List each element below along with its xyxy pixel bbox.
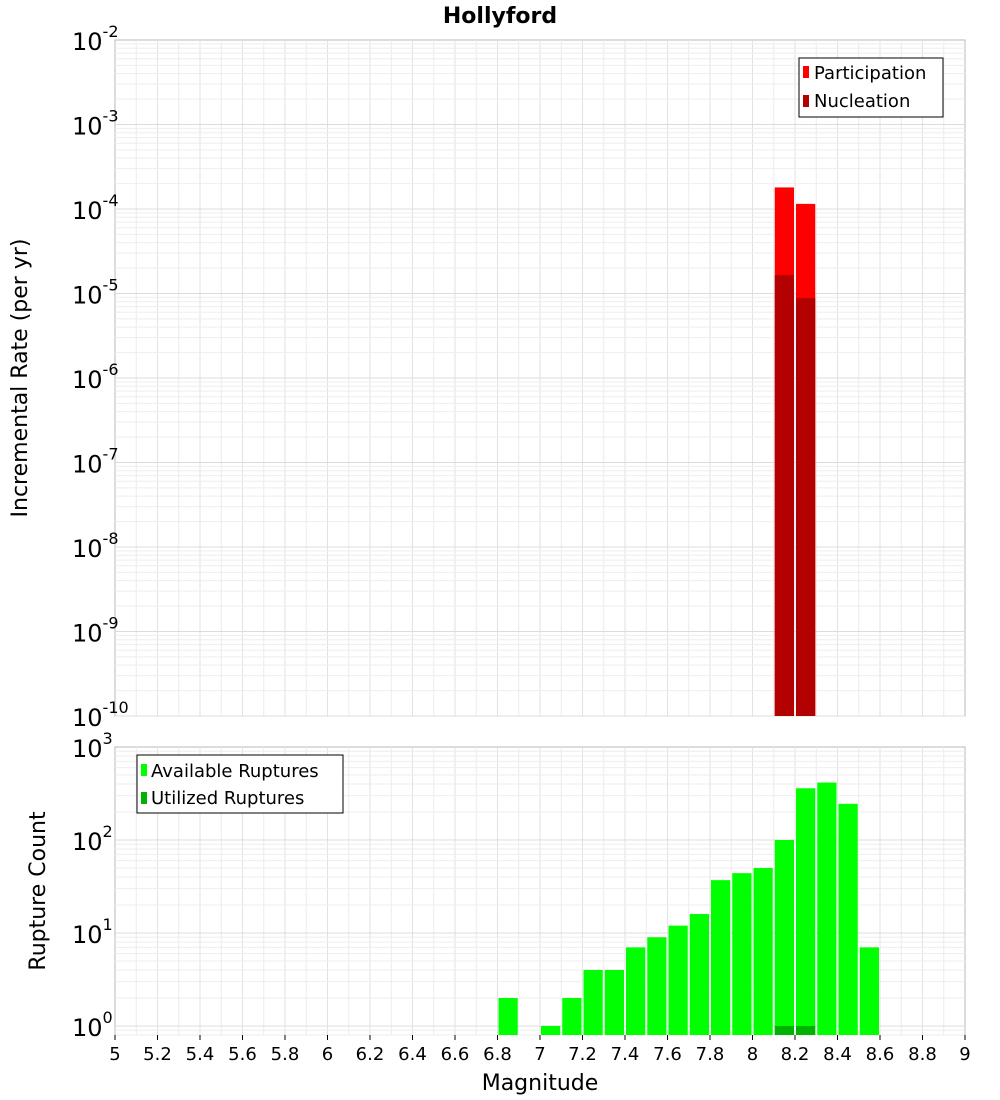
count-bar-available-ruptures: [859, 947, 879, 1035]
count-y-axis-label: Rupture Count: [26, 811, 51, 971]
x-tick-label: 7.8: [696, 1044, 725, 1065]
x-tick-label: 5.8: [271, 1044, 300, 1065]
rate-bar-nucleation: [796, 298, 816, 716]
utilized-legend-label: Utilized Ruptures: [151, 788, 304, 809]
x-tick-label: 7: [534, 1044, 545, 1065]
rate-grid: [115, 40, 965, 717]
count-bar-available-ruptures: [796, 788, 816, 1035]
count-bar-available-ruptures: [711, 880, 731, 1035]
x-tick-label: 7.2: [568, 1044, 597, 1065]
count-bar-available-ruptures: [626, 947, 646, 1035]
x-tick-label: 5: [109, 1044, 120, 1065]
count-y-tick-label: 103: [72, 729, 113, 763]
count-bar-available-ruptures: [753, 867, 773, 1035]
x-tick-label: 5.4: [186, 1044, 215, 1065]
count-legend: Available Ruptures Utilized Ruptures: [136, 754, 344, 814]
x-tick-label: 7.6: [653, 1044, 682, 1065]
count-y-tick-label: 101: [72, 915, 113, 949]
count-bar-available-ruptures: [838, 803, 858, 1035]
count-bar-available-ruptures: [604, 969, 624, 1035]
x-tick-label: 7.4: [611, 1044, 640, 1065]
rate-legend-box: [798, 57, 944, 118]
rate-y-tick-label: 10-8: [72, 529, 119, 563]
rate-y-tick-label: 10-6: [72, 360, 119, 394]
nucleation-legend-swatch: [803, 95, 809, 107]
count-bar-available-ruptures: [498, 997, 518, 1035]
rate-y-tick-label: 10-9: [72, 614, 119, 648]
rate-y-tick-label: 10-7: [72, 445, 119, 479]
rate-y-ticks: 10-10 10-9 10-8 10-7 10-6 10-5 10-4 10-3 10-2: [72, 22, 129, 732]
x-tick-label: 8: [747, 1044, 758, 1065]
count-bar-available-ruptures: [689, 914, 709, 1035]
chart-title: Hollyford: [443, 4, 557, 29]
count-y-ticks: 100 101 102 103: [72, 729, 113, 1042]
rate-y-tick-label: 10-3: [72, 107, 119, 141]
available-legend-swatch: [141, 764, 147, 776]
x-ticks: 5 5.2 5.4 5.6 5.8 6 6.2 6.4 6.6 6.8 7 7.2 7.4 7.6 7.8 8…: [109, 1035, 971, 1065]
x-tick-label: 6: [322, 1044, 333, 1065]
count-bar-utilized-ruptures: [796, 1025, 816, 1035]
rate-y-axis-label: Incremental Rate (per yr): [8, 239, 33, 518]
count-bar-available-ruptures: [647, 937, 667, 1035]
nucleation-legend-label: Nucleation: [814, 91, 910, 112]
rate-legend: Participation Nucleation: [798, 57, 944, 118]
x-tick-label: 9: [959, 1044, 970, 1065]
x-tick-label: 6.2: [356, 1044, 385, 1065]
rate-y-tick-label: 10-5: [72, 276, 119, 310]
count-bar-available-ruptures: [583, 969, 603, 1035]
participation-legend-swatch: [803, 66, 809, 78]
rate-y-tick-label: 10-10: [72, 698, 129, 732]
count-bar-utilized-ruptures: [774, 1025, 794, 1035]
utilized-legend-swatch: [141, 792, 147, 804]
rate-y-tick-label: 10-2: [72, 22, 119, 56]
count-panel: 100 101 102 103 5 5.2 5.4 5.6 5.8 6 6.2 6.4 6.6 6.8 7…: [26, 729, 971, 1096]
count-legend-box: [136, 754, 344, 814]
rate-y-tick-label: 10-4: [72, 191, 119, 225]
count-y-tick-label: 102: [72, 822, 113, 856]
rate-panel: 10-10 10-9 10-8 10-7 10-6 10-5 10-4 10-3 10-2 In…: [8, 22, 966, 732]
x-tick-label: 8.6: [866, 1044, 895, 1065]
rate-bar-nucleation: [774, 275, 794, 716]
count-bar-available-ruptures: [774, 839, 794, 1035]
count-bar-available-ruptures: [732, 873, 752, 1035]
x-tick-label: 5.6: [228, 1044, 257, 1065]
x-tick-label: 6.6: [441, 1044, 470, 1065]
x-tick-label: 8.8: [908, 1044, 937, 1065]
available-legend-label: Available Ruptures: [151, 761, 319, 782]
participation-legend-label: Participation: [814, 63, 926, 84]
count-bar-available-ruptures: [541, 1025, 561, 1035]
x-tick-label: 8.2: [781, 1044, 810, 1065]
count-bars: [498, 782, 879, 1035]
count-bar-available-ruptures: [668, 925, 688, 1035]
count-y-tick-label: 100: [72, 1008, 113, 1042]
x-axis-label: Magnitude: [482, 1071, 599, 1096]
rate-bars: [774, 187, 816, 717]
count-bar-available-ruptures: [817, 782, 837, 1035]
x-tick-label: 8.4: [823, 1044, 852, 1065]
count-bar-available-ruptures: [562, 997, 582, 1035]
x-tick-label: 6.4: [398, 1044, 427, 1065]
x-tick-label: 6.8: [483, 1044, 512, 1065]
x-tick-label: 5.2: [143, 1044, 172, 1065]
